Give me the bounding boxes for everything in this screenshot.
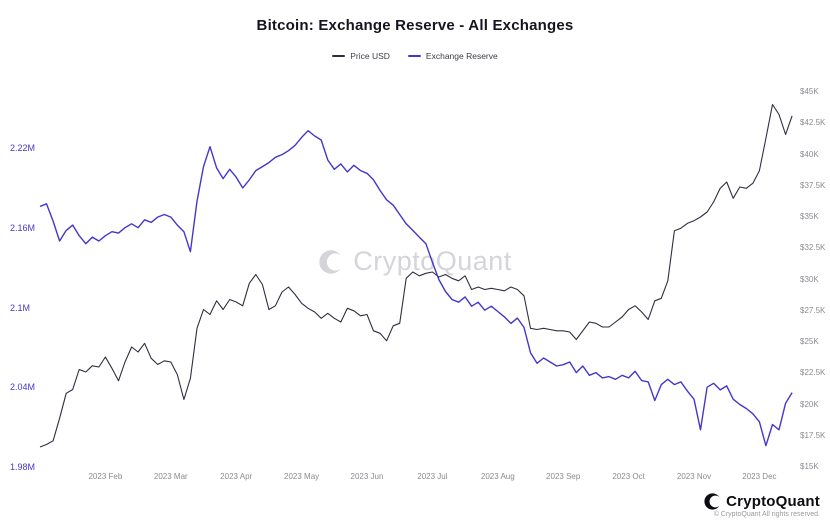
x-axis-tick: 2023 Dec <box>742 472 777 481</box>
left-axis-tick: 2.1M <box>10 302 31 313</box>
chart-legend: Price USD Exchange Reserve <box>0 51 830 61</box>
legend-label-price-usd: Price USD <box>350 51 390 61</box>
right-axis-tick: $45K <box>800 87 819 96</box>
left-axis-tick: 1.98M <box>10 462 36 472</box>
legend-item-exchange-reserve[interactable]: Exchange Reserve <box>407 51 498 61</box>
x-axis-tick: 2023 Feb <box>88 472 123 481</box>
series-line-price-usd[interactable] <box>39 103 793 448</box>
x-axis-tick: 2023 Apr <box>220 472 253 481</box>
footer: CryptoQuant © CryptoQuant All rights res… <box>704 493 820 518</box>
right-axis-tick: $17.5K <box>800 430 826 440</box>
right-axis-tick: $37.5K <box>800 180 826 190</box>
right-axis-tick: $35K <box>800 212 819 221</box>
x-axis-tick: 2023 Oct <box>612 472 645 481</box>
left-axis-tick: 2.04M <box>10 382 36 393</box>
left-axis-tick: 2.16M <box>10 222 36 233</box>
exchange-reserve-line-swatch-icon <box>407 55 421 57</box>
series-line-exchange-reserve[interactable] <box>39 129 793 447</box>
x-axis-tick: 2023 Jul <box>417 472 448 481</box>
footer-brand-text: CryptoQuant <box>726 493 820 510</box>
right-axis-tick: $25K <box>800 337 819 346</box>
right-axis-tick: $27.5K <box>800 305 826 315</box>
cryptoquant-logo-icon <box>704 493 722 510</box>
x-axis-tick: 2023 Nov <box>676 472 712 481</box>
chart-title: Bitcoin: Exchange Reserve - All Exchange… <box>256 17 574 34</box>
legend-label-exchange-reserve: Exchange Reserve <box>425 51 498 61</box>
price-usd-line-swatch-icon <box>332 55 346 57</box>
x-axis-tick: 2023 May <box>284 472 320 481</box>
x-axis-tick: 2023 Aug <box>480 472 515 481</box>
right-axis-tick: $22.5K <box>800 368 826 378</box>
copyright-text: © CryptoQuant All rights reserved. <box>713 511 820 518</box>
x-axis-tick: 2023 Jun <box>350 472 384 481</box>
x-axis-tick: 2023 Sep <box>546 472 581 481</box>
right-axis-tick: $15K <box>800 462 819 471</box>
right-axis-tick: $42.5K <box>800 118 826 128</box>
right-axis-tick: $30K <box>800 274 819 284</box>
legend-item-price-usd[interactable]: Price USD <box>332 51 390 61</box>
right-axis-tick: $32.5K <box>800 243 826 253</box>
right-axis-tick: $40K <box>800 149 819 159</box>
right-axis-tick: $20K <box>800 399 819 409</box>
footer-brand[interactable]: CryptoQuant <box>704 493 820 510</box>
x-axis-tick: 2023 Mar <box>153 472 188 481</box>
left-axis-tick: 2.22M <box>10 143 36 153</box>
